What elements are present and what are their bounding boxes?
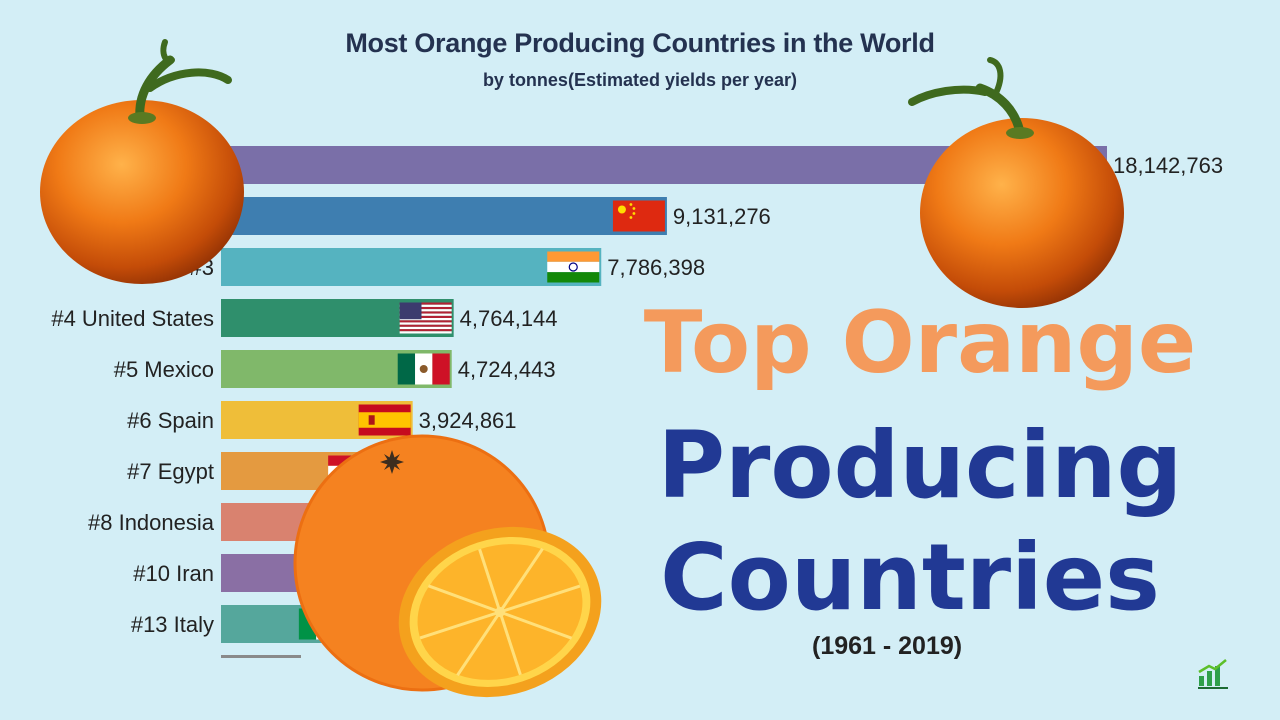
indonesia-flag-icon	[313, 506, 366, 538]
bar-group: #5 Mexico 4,724,443	[114, 350, 556, 388]
category-label: #4 United States	[51, 306, 214, 331]
bar	[221, 197, 667, 235]
stats-logo-icon	[1198, 659, 1228, 689]
iran-flag-icon	[303, 557, 356, 589]
category-label: #10 Iran	[133, 561, 214, 586]
category-label: #8 Indonesia	[88, 510, 215, 535]
category-label: #3	[190, 255, 214, 280]
bar-group: #10 Iran	[133, 554, 358, 592]
bar-group: #1 18,142,763	[190, 146, 1223, 184]
category-label: #13 Italy	[131, 612, 214, 637]
chart-title: Most Orange Producing Countries in the W…	[345, 28, 935, 58]
value-label: 7,786,398	[607, 255, 705, 280]
italy-flag-icon	[298, 608, 351, 640]
bar-group: #2 9,131,276	[190, 197, 771, 235]
value-label: 4,724,443	[458, 357, 556, 382]
category-label: #2	[190, 204, 214, 229]
bar	[221, 248, 602, 286]
value-label: 18,142,763	[1113, 153, 1223, 178]
bar-group: #4 United States 4,764,144	[51, 299, 558, 337]
bar-partial	[221, 655, 301, 658]
bar-group: #7 Egypt	[127, 452, 383, 490]
bar-group: #13 Italy	[131, 605, 353, 643]
category-label: #5 Mexico	[114, 357, 214, 382]
china-flag-icon	[612, 200, 665, 232]
headline-countries: Countries	[660, 524, 1160, 631]
mexico-flag-icon	[397, 353, 450, 385]
category-label: #1	[190, 153, 214, 178]
year-range: (1961 - 2019)	[812, 632, 963, 660]
category-label: #7 Egypt	[127, 459, 214, 484]
bar-group: #3 7,786,398	[190, 248, 705, 286]
value-label: 3,924,861	[419, 408, 517, 433]
bar-group: #6 Spain 3,924,861	[127, 401, 517, 439]
headline-top-orange: Top Orange	[643, 293, 1197, 393]
bar-group: #8 Indonesia	[88, 503, 368, 541]
egypt-flag-icon	[328, 455, 381, 487]
category-label: #6 Spain	[127, 408, 214, 433]
bar	[221, 146, 1107, 184]
usa-flag-icon	[399, 302, 452, 334]
value-label: 4,764,144	[460, 306, 558, 331]
chart-subtitle: by tonnes(Estimated yields per year)	[482, 70, 798, 90]
headline-producing: Producing	[657, 412, 1183, 519]
spain-flag-icon	[358, 404, 411, 436]
india-flag-icon	[547, 251, 600, 283]
value-label: 9,131,276	[673, 204, 771, 229]
